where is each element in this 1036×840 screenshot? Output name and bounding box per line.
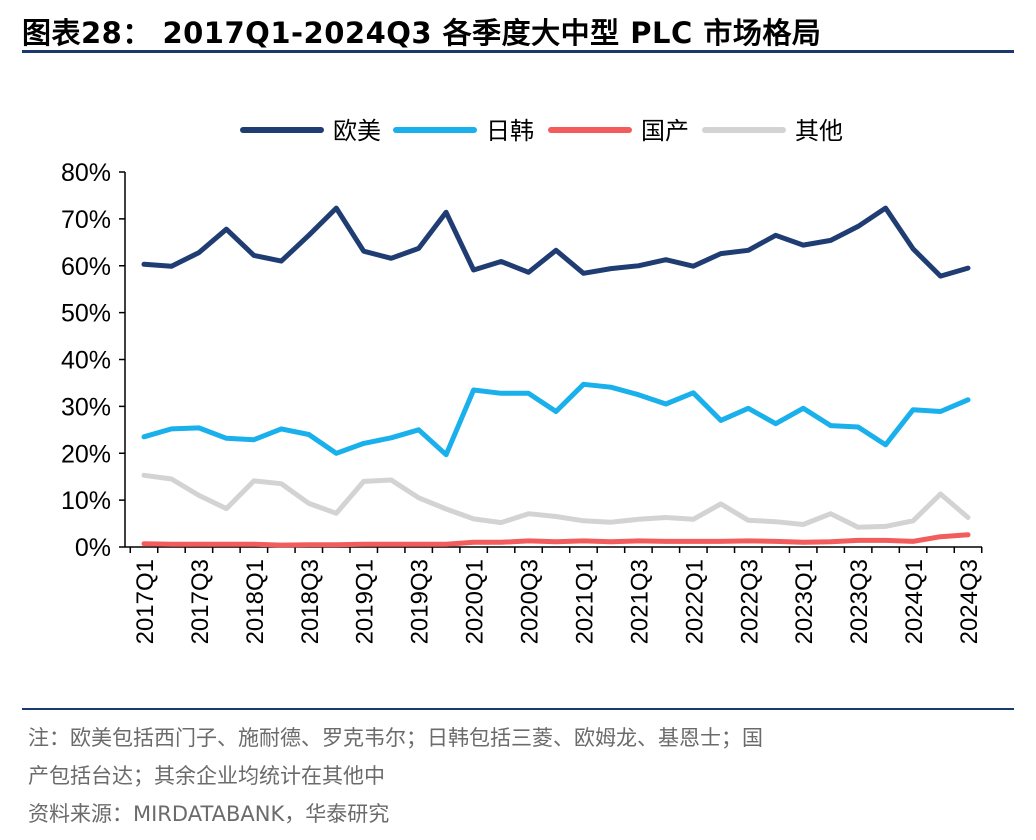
y-tick-label: 40% xyxy=(61,347,111,375)
line-chart: 欧美 日韩 国产 其他 0% 10% 20% 30% 40% 50% 60% 70% 80% 2017… xyxy=(61,117,983,644)
legend-label: 欧美 xyxy=(333,117,381,145)
x-tick-label: 2019Q1 xyxy=(352,559,379,644)
series-line-3 xyxy=(141,532,971,548)
x-tick-label: 2020Q1 xyxy=(462,559,489,644)
x-tick-label: 2021Q3 xyxy=(626,559,653,644)
footer-divider xyxy=(22,708,1014,710)
x-tick-label: 2023Q1 xyxy=(791,559,818,644)
y-tick-label: 10% xyxy=(61,487,111,515)
x-tick-label: 2019Q3 xyxy=(407,559,434,644)
x-tick-label: 2018Q3 xyxy=(297,559,324,644)
x-tick-label: 2022Q3 xyxy=(736,559,763,644)
chart-title: 图表28： 2017Q1-2024Q3 各季度大中型 PLC 市场格局 xyxy=(22,16,822,50)
legend-label: 其他 xyxy=(795,117,843,145)
y-tick-label: 70% xyxy=(61,206,111,234)
footnote-line-1: 注：欧美包括西门子、施耐德、罗克韦尔；日韩包括三菱、欧姆龙、基恩士；国 xyxy=(28,726,763,750)
x-tick-label: 2017Q3 xyxy=(187,559,214,644)
x-tick-label: 2020Q3 xyxy=(517,559,544,644)
title-divider xyxy=(22,50,1014,53)
legend-label: 国产 xyxy=(641,117,689,145)
y-tick-label: 20% xyxy=(61,440,111,468)
x-tick-label: 2024Q1 xyxy=(901,559,928,644)
x-tick-label: 2018Q1 xyxy=(242,559,269,644)
y-tick-label: 80% xyxy=(61,159,111,187)
x-tick-label: 2017Q1 xyxy=(132,559,159,644)
source-note: 资料来源：MIRDATABANK，华泰研究 xyxy=(28,802,390,826)
x-tick-label: 2022Q1 xyxy=(681,559,708,644)
x-tick-label: 2023Q3 xyxy=(846,559,873,644)
x-tick-label: 2024Q3 xyxy=(956,559,983,644)
series-line-4 xyxy=(141,472,971,530)
footnote-line-2: 产包括台达；其余企业均统计在其他中 xyxy=(28,764,385,788)
series-line-2 xyxy=(141,381,971,458)
x-tick-label: 2021Q1 xyxy=(571,559,598,644)
y-tick-label: 30% xyxy=(61,393,111,421)
chart-legend: 欧美 日韩 国产 其他 xyxy=(240,117,843,145)
y-axis: 0% 10% 20% 30% 40% 50% 60% 70% 80% xyxy=(61,159,126,562)
y-tick-label: 60% xyxy=(61,253,111,281)
series-group xyxy=(141,205,971,548)
series-line-1 xyxy=(141,205,971,279)
y-tick-label: 50% xyxy=(61,300,111,328)
legend-label: 日韩 xyxy=(486,117,534,145)
x-axis: 2017Q1 2017Q3 2018Q1 2018Q3 2019Q1 2019Q3 2020… xyxy=(125,546,983,644)
y-tick-label: 0% xyxy=(75,534,111,562)
